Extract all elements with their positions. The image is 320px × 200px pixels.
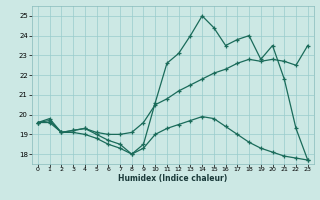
X-axis label: Humidex (Indice chaleur): Humidex (Indice chaleur) — [118, 174, 228, 183]
